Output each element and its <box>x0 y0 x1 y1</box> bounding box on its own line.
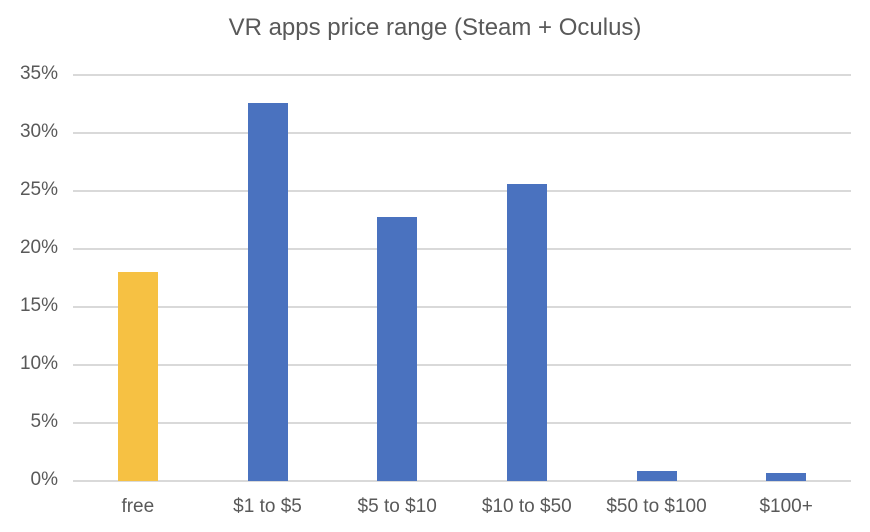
gridline <box>73 364 851 366</box>
x-tick-label: $100+ <box>759 496 813 517</box>
gridline <box>73 306 851 308</box>
gridline <box>73 248 851 250</box>
bar <box>636 470 677 481</box>
gridline <box>73 74 851 76</box>
plot-area <box>73 74 851 482</box>
y-tick-label: 25% <box>19 179 58 200</box>
x-tick-label: $10 to $50 <box>481 496 572 517</box>
y-tick-label: 20% <box>19 237 58 258</box>
bar <box>117 272 158 481</box>
y-tick-label: 5% <box>30 411 58 432</box>
gridline <box>73 190 851 192</box>
x-tick-label: $50 to $100 <box>606 496 707 517</box>
x-tick-label: free <box>121 496 155 517</box>
y-tick-label: 10% <box>19 353 58 374</box>
x-tick-label: $5 to $10 <box>357 496 437 517</box>
gridline <box>73 132 851 134</box>
bar <box>506 184 547 481</box>
bar <box>247 102 288 481</box>
y-tick-label: 15% <box>19 295 58 316</box>
gridline <box>73 480 851 482</box>
x-tick-label: $1 to $5 <box>233 496 302 517</box>
chart-title: VR apps price range (Steam + Oculus) <box>228 14 642 41</box>
y-tick-label: 35% <box>19 63 58 84</box>
bar <box>766 472 807 481</box>
y-tick-label: 0% <box>30 469 58 490</box>
y-tick-label: 30% <box>19 121 58 142</box>
gridline <box>73 422 851 424</box>
bar <box>377 216 418 481</box>
